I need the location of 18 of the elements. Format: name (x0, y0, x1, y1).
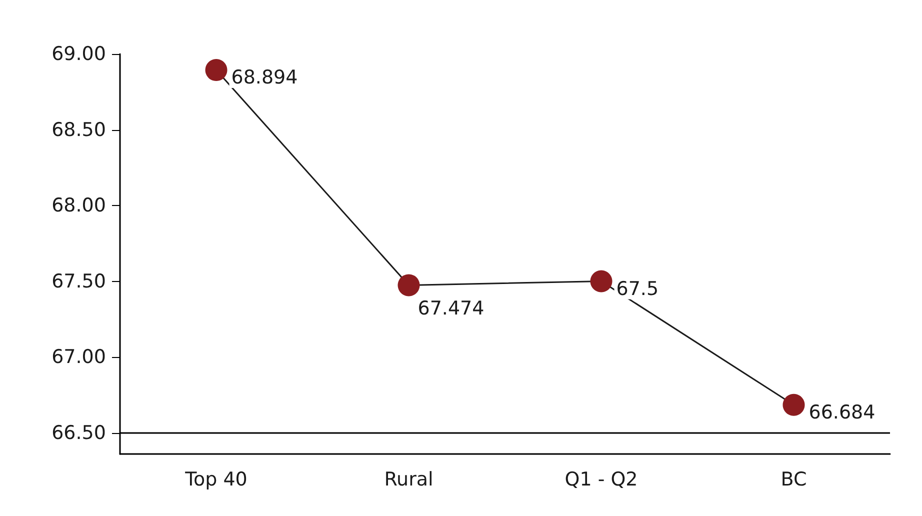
point (590, 270, 612, 292)
point (205, 59, 228, 82)
y-tick-label: 68.00 (52, 194, 106, 217)
data-label: 67.5 (616, 278, 659, 300)
x-tick-label: Q1 - Q2 (564, 468, 638, 490)
x-tick-label: Top 40 (184, 468, 248, 490)
point (782, 394, 805, 416)
data-label: 67.474 (418, 298, 484, 320)
y-tick-label: 69.00 (52, 43, 106, 65)
y-tick-label: 67.00 (52, 346, 106, 368)
x-tick-label: BC (780, 468, 807, 490)
x-tick-label: Rural (384, 468, 434, 490)
point (398, 274, 420, 296)
y-tick-label: 66.50 (52, 422, 106, 444)
y-tick-label: 68.50 (52, 118, 106, 141)
data-label: 66.684 (808, 401, 876, 424)
data-label: 68.894 (231, 66, 298, 89)
y-tick-label: 67.50 (52, 270, 106, 292)
